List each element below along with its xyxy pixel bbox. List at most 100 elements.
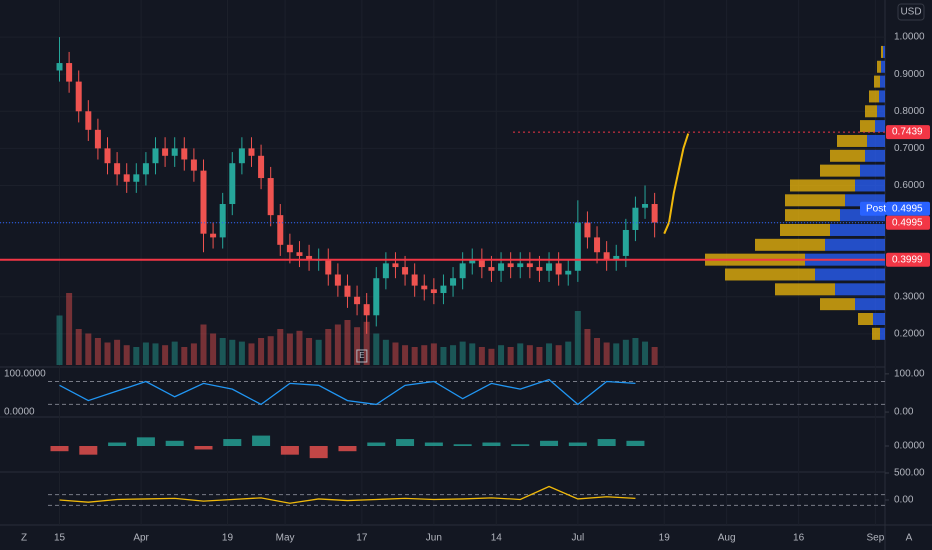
x-tick-label: 19 <box>222 533 234 544</box>
candle-body <box>229 163 236 205</box>
candle-body <box>584 222 591 238</box>
y-tick-label: 0.6000 <box>894 180 925 191</box>
volume-bar <box>344 320 351 365</box>
volume-bar <box>296 330 303 365</box>
volume-bar <box>152 343 159 365</box>
profile-up <box>825 238 885 251</box>
candle-body <box>574 222 581 271</box>
volume-bar <box>459 341 466 365</box>
y-tick-label: 0.00 <box>894 407 914 418</box>
candle-body <box>306 255 313 260</box>
profile-down <box>780 223 830 236</box>
volume-bar <box>430 343 437 365</box>
candle-body <box>651 204 658 223</box>
volume-bar <box>306 338 313 365</box>
volume-bar <box>440 347 447 365</box>
volume-bar <box>402 345 409 365</box>
indicator-line <box>59 378 636 406</box>
candle-body <box>104 148 111 164</box>
volume-bar <box>632 338 639 365</box>
earnings-box <box>356 349 368 363</box>
candle-body <box>296 252 303 256</box>
profile-up <box>860 164 885 177</box>
volume-bar <box>94 338 101 365</box>
volume-bar <box>85 333 92 365</box>
profile-down <box>775 283 835 296</box>
histogram-bar <box>50 446 69 452</box>
profile-up <box>867 134 885 147</box>
candle-body <box>354 296 361 305</box>
volume-bar <box>123 345 130 365</box>
volume-bar <box>421 345 428 365</box>
candle-body <box>622 229 629 256</box>
currency-box[interactable] <box>897 3 925 21</box>
volume-bar <box>526 345 533 365</box>
volume-bar <box>507 347 514 365</box>
candle-body <box>594 237 601 253</box>
candle-body <box>517 263 524 268</box>
x-tick-label: 17 <box>356 533 368 544</box>
candle-body <box>190 159 197 171</box>
volume-bar <box>66 293 73 365</box>
x-tick-label: Jul <box>571 533 584 544</box>
candle-body <box>507 263 514 268</box>
volume-bar <box>622 339 629 365</box>
y-tick-label: 0.3000 <box>894 291 925 302</box>
candle-body <box>382 263 389 279</box>
candle-body <box>363 304 370 316</box>
candle-body <box>430 289 437 294</box>
candle-body <box>450 278 457 286</box>
histogram-bar <box>338 446 357 452</box>
profile-up <box>880 327 885 340</box>
candle-body <box>546 263 553 271</box>
post-label: Post <box>866 203 886 214</box>
candle-body <box>411 274 418 286</box>
candle-body <box>536 267 543 271</box>
candle-body <box>565 270 572 275</box>
volume-bar <box>546 343 553 365</box>
profile-down <box>725 268 815 281</box>
histogram-bar <box>194 446 213 450</box>
histogram-bar <box>136 437 155 446</box>
candle-body <box>373 278 380 316</box>
volume-bar <box>382 339 389 365</box>
volume-bar <box>334 324 341 365</box>
corner-left[interactable]: Z <box>21 533 27 544</box>
profile-up <box>815 268 885 281</box>
corner-right[interactable]: A <box>906 533 913 544</box>
left-label: 0.0000 <box>4 407 35 418</box>
candle-body <box>152 148 159 164</box>
histogram-bar <box>165 440 184 446</box>
volume-bar <box>200 324 207 365</box>
profile-up <box>877 105 885 118</box>
profile-up <box>875 120 885 133</box>
volume-bar <box>75 329 82 365</box>
volume-bar <box>363 321 370 365</box>
candle-body <box>325 259 332 275</box>
candle-body <box>258 155 265 179</box>
profile-down <box>790 179 855 192</box>
volume-bar <box>258 338 265 365</box>
candle-body <box>526 263 533 268</box>
price-tag-label: 0.4995 <box>892 203 923 214</box>
y-tick-label: 0.7000 <box>894 143 925 154</box>
candle-body <box>123 174 130 182</box>
volume-bar <box>594 338 601 365</box>
candle-body <box>248 148 255 156</box>
profile-down <box>860 120 875 133</box>
volume-bar <box>219 338 226 365</box>
volume-bar <box>498 345 505 365</box>
candle-body <box>603 252 610 260</box>
candle-body <box>171 148 178 156</box>
volume-bar <box>133 347 140 365</box>
volume-bar <box>354 327 361 365</box>
post-tag <box>860 201 886 216</box>
price-tag-label: 0.3999 <box>892 254 923 265</box>
x-tick-label: Jun <box>426 533 442 544</box>
candle-body <box>94 129 101 149</box>
volume-bar <box>238 341 245 365</box>
x-tick-label: 19 <box>659 533 671 544</box>
currency: USD <box>900 7 921 18</box>
histogram-bar <box>424 442 443 446</box>
candle-body <box>613 255 620 260</box>
